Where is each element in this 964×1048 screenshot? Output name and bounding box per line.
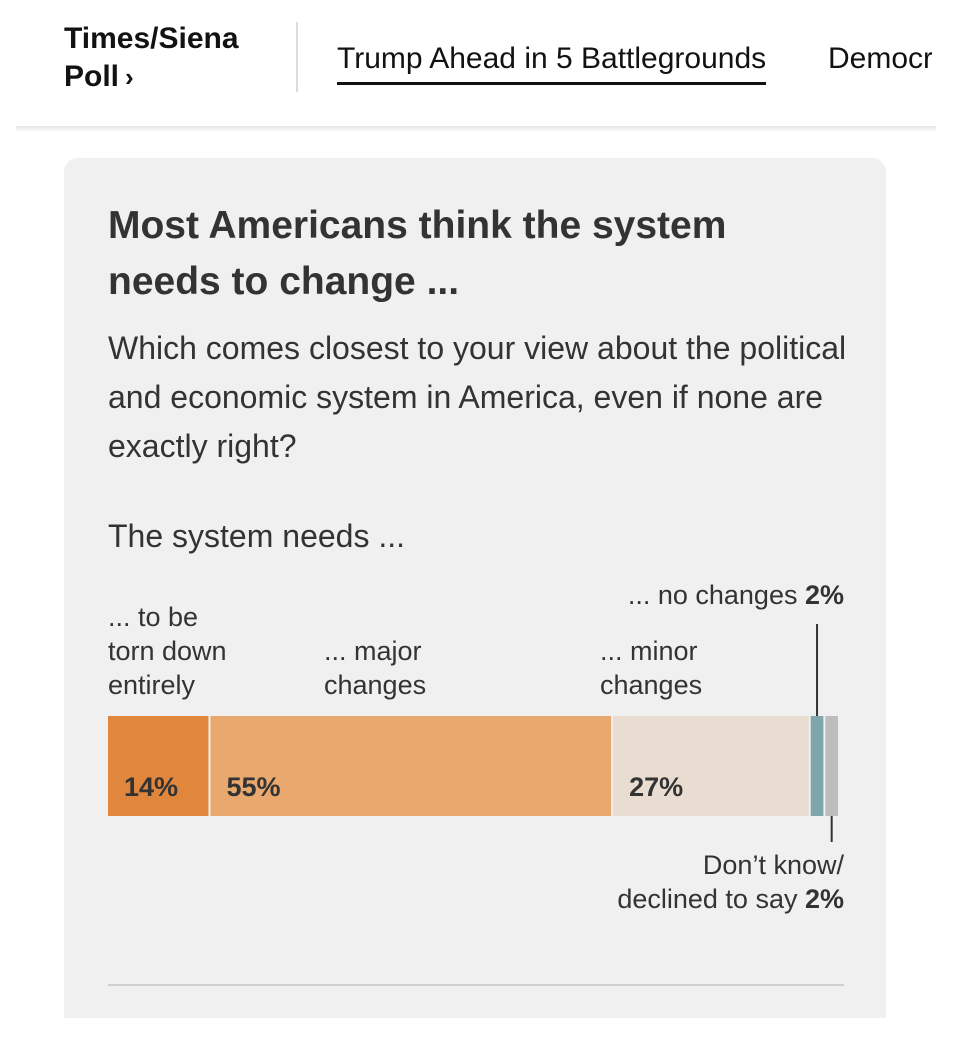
chart-title: Most Americans think the system needs to… (108, 204, 727, 303)
bar-torn-down (108, 716, 209, 816)
nav-shadow (16, 126, 936, 132)
card-bottom-rule (108, 984, 844, 986)
bar-minor-changes (613, 716, 809, 816)
stacked-bar-chart: 14% 55% 27% (108, 624, 838, 842)
bar-dont-know (825, 716, 838, 816)
tab-democrats[interactable]: Democr (828, 42, 932, 75)
value-label: 14% (124, 772, 178, 802)
chevron-right-icon: › (125, 62, 134, 92)
label-no-changes: ... no changes 2% (627, 580, 844, 610)
bar-no-changes (810, 716, 824, 816)
tab-trump-ahead[interactable]: Trump Ahead in 5 Battlegrounds (337, 40, 767, 85)
bar-major-changes (210, 716, 612, 816)
chart-stem: The system needs ... (108, 518, 406, 554)
label-minor-changes: ... minor changes (600, 636, 703, 700)
value-label: 55% (226, 772, 280, 802)
brand-link[interactable]: Times/Siena Poll › (64, 20, 284, 96)
value-label: 27% (629, 772, 683, 802)
label-major-changes: ... major changes (324, 636, 427, 700)
nav-divider (296, 22, 298, 92)
brand-poll-label: Poll (64, 60, 120, 93)
label-dont-know: Don’t know/ declined to say 2% (617, 850, 844, 914)
brand-title: Times/Siena (64, 22, 239, 55)
chart-card: Most Americans think the system needs to… (64, 158, 886, 1018)
top-nav: Times/Siena Poll › Trump Ahead in 5 Battl… (0, 0, 964, 128)
label-torn-down: ... to be torn down entirely (108, 602, 227, 700)
chart-question: Which comes closest to your view about t… (108, 330, 847, 464)
